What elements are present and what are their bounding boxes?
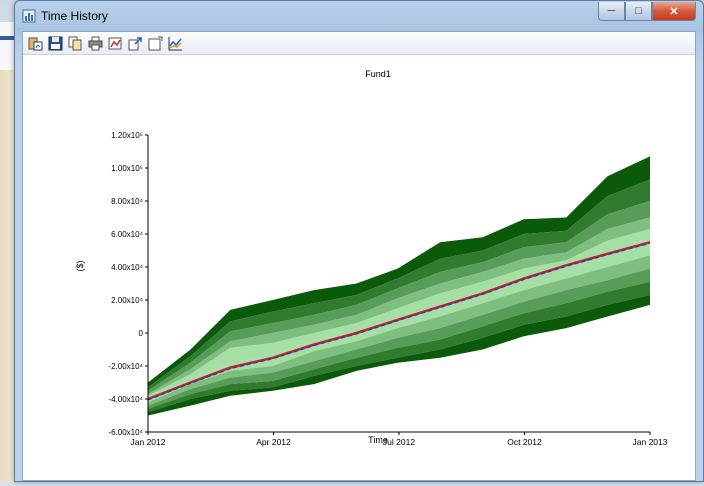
minimize-icon: ─ xyxy=(607,5,616,17)
percentile-band xyxy=(148,217,650,396)
line-chart-icon xyxy=(168,36,182,50)
x-tick-label: Jan 2013 xyxy=(633,437,668,447)
save-icon xyxy=(48,36,63,50)
x-tick-label: Oct 2012 xyxy=(507,437,542,447)
chart-area: Fund1 1.20x10⁵ 1.00x10⁵ 8.00x10⁴ 6.00x10⁴ 4.… xyxy=(23,55,695,480)
copy-button[interactable] xyxy=(67,35,84,52)
median-line xyxy=(147,242,651,401)
chart-axes: 1.20x10⁵ 1.00x10⁵ 8.00x10⁴ 6.00x10⁴ 4.00x10⁴… xyxy=(108,131,667,447)
save-button[interactable] xyxy=(47,35,64,52)
x-tick-label: Apr 2012 xyxy=(256,437,291,447)
center-lines xyxy=(147,241,651,401)
export-icon xyxy=(128,36,142,50)
time-history-chart[interactable]: Fund1 1.20x10⁵ 1.00x10⁵ 8.00x10⁴ 6.00x10⁴ 4.… xyxy=(23,55,697,481)
maximize-icon: □ xyxy=(635,5,642,17)
percentile-band xyxy=(148,295,650,416)
chart-toolbar xyxy=(23,32,695,55)
percentile-band xyxy=(148,156,650,388)
y-tick-label: 6.00x10⁴ xyxy=(111,230,143,239)
time-history-window: Time History ─ □ ✕ xyxy=(14,0,704,482)
app-window-icon xyxy=(22,9,36,23)
percentile-band xyxy=(148,179,650,391)
close-icon: ✕ xyxy=(669,5,679,18)
percentile-band xyxy=(148,281,650,413)
minimize-button[interactable]: ─ xyxy=(598,2,625,21)
y-tick-label: 1.00x10⁵ xyxy=(111,164,143,173)
window-client-area: Fund1 1.20x10⁵ 1.00x10⁵ 8.00x10⁴ 6.00x10⁴ 4.… xyxy=(22,31,696,481)
print-button[interactable] xyxy=(87,35,104,52)
copy-icon xyxy=(68,36,82,50)
y-tick-label: 2.00x10⁴ xyxy=(111,296,143,305)
maximize-button[interactable]: □ xyxy=(625,2,652,21)
chart-title: Fund1 xyxy=(365,69,391,79)
close-button[interactable]: ✕ xyxy=(652,2,696,21)
percentile-bands xyxy=(148,156,650,416)
mean-line xyxy=(147,241,651,401)
print-icon xyxy=(88,36,103,50)
percentile-band xyxy=(148,255,650,406)
line-chart-button[interactable] xyxy=(167,35,184,52)
paste-chart-button[interactable] xyxy=(27,35,44,52)
export-button[interactable] xyxy=(127,35,144,52)
window-button[interactable] xyxy=(147,35,164,52)
caption-buttons: ─ □ ✕ xyxy=(598,2,696,21)
chart-settings-button[interactable] xyxy=(107,35,124,52)
y-tick-label: -2.00x10⁴ xyxy=(108,362,143,371)
percentile-band xyxy=(148,229,650,399)
percentile-band xyxy=(148,242,650,403)
y-tick-label: -4.00x10⁴ xyxy=(108,395,143,404)
x-tick-label: Jan 2012 xyxy=(131,437,166,447)
y-tick-label: 0 xyxy=(139,329,144,338)
paste-chart-icon xyxy=(28,37,43,50)
percentile-band xyxy=(148,201,650,395)
window-icon xyxy=(148,36,163,50)
percentile-band xyxy=(148,268,650,409)
y-axis-label: ($) xyxy=(75,260,85,271)
x-axis-label: Time xyxy=(368,435,388,445)
title-bar[interactable]: Time History ─ □ ✕ xyxy=(15,1,703,31)
y-tick-label: -6.00x10⁴ xyxy=(108,428,143,437)
y-tick-label: 4.00x10⁴ xyxy=(111,263,143,272)
window-title: Time History xyxy=(41,9,108,23)
desktop-left-edge xyxy=(0,70,18,482)
y-tick-label: 8.00x10⁴ xyxy=(111,197,143,206)
x-tick-label: Jul 2012 xyxy=(383,437,415,447)
y-tick-label: 1.20x10⁵ xyxy=(111,131,143,140)
chart-settings-icon xyxy=(108,37,122,49)
